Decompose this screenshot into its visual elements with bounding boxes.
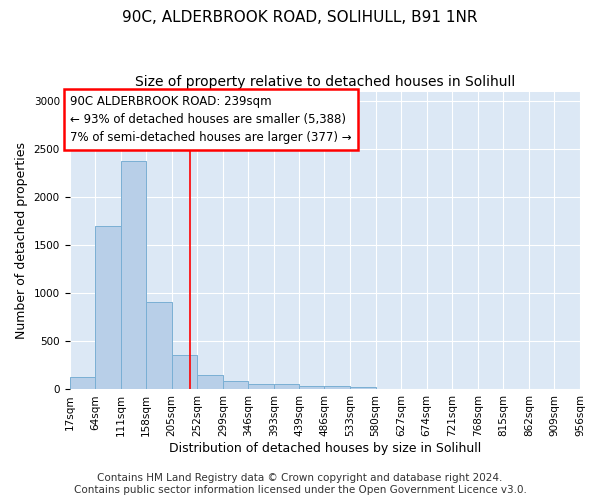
Bar: [197, 374, 223, 390]
Bar: [325, 386, 350, 390]
Bar: [274, 384, 299, 390]
Bar: [95, 226, 121, 390]
Bar: [223, 381, 248, 390]
X-axis label: Distribution of detached houses by size in Solihull: Distribution of detached houses by size …: [169, 442, 481, 455]
Bar: [299, 386, 325, 390]
Bar: [70, 377, 95, 390]
Bar: [146, 302, 172, 390]
Text: Contains HM Land Registry data © Crown copyright and database right 2024.
Contai: Contains HM Land Registry data © Crown c…: [74, 474, 526, 495]
Text: 90C, ALDERBROOK ROAD, SOLIHULL, B91 1NR: 90C, ALDERBROOK ROAD, SOLIHULL, B91 1NR: [122, 10, 478, 25]
Bar: [172, 355, 197, 390]
Text: 90C ALDERBROOK ROAD: 239sqm
← 93% of detached houses are smaller (5,388)
7% of s: 90C ALDERBROOK ROAD: 239sqm ← 93% of det…: [70, 96, 352, 144]
Y-axis label: Number of detached properties: Number of detached properties: [15, 142, 28, 339]
Bar: [121, 160, 146, 390]
Title: Size of property relative to detached houses in Solihull: Size of property relative to detached ho…: [134, 75, 515, 89]
Bar: [350, 386, 376, 390]
Bar: [248, 384, 274, 390]
